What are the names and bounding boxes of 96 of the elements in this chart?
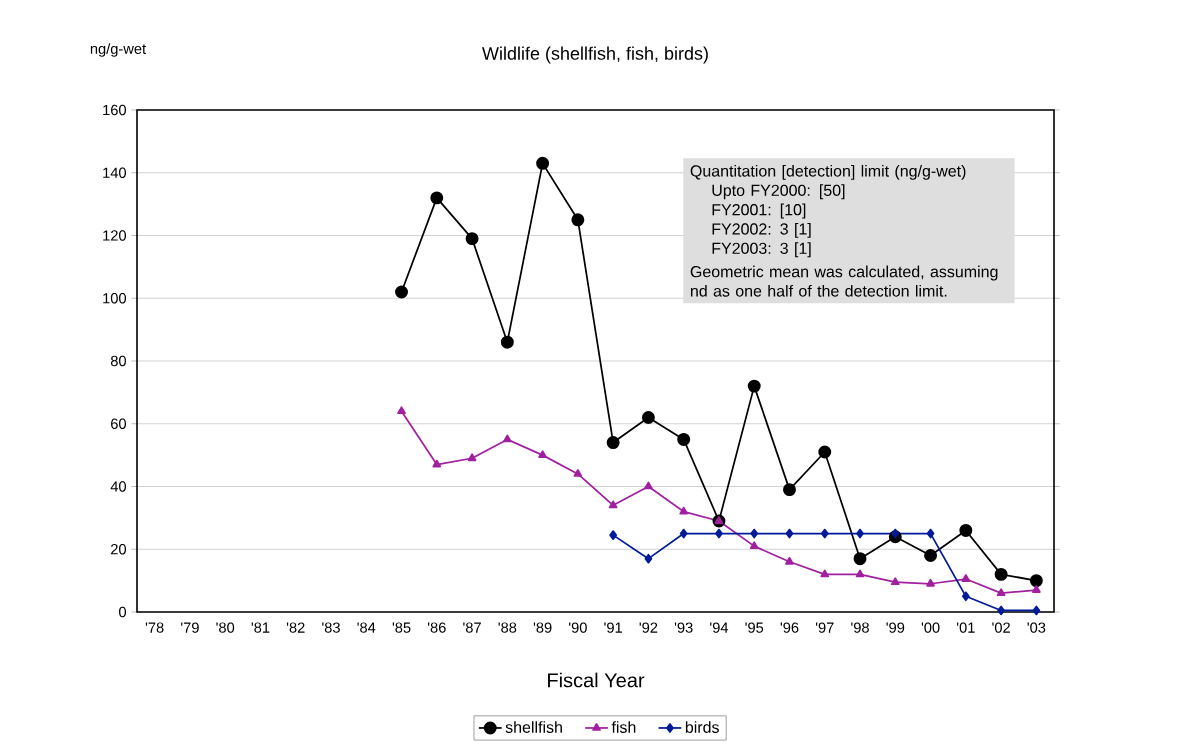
- x-tick-label: '90: [569, 622, 587, 633]
- point: [996, 588, 1006, 597]
- point: [926, 528, 935, 539]
- x-tick-label: '78: [145, 622, 164, 633]
- x-tick-label: '79: [181, 622, 199, 633]
- x-tick-label: '95: [745, 622, 764, 633]
- y-tick-label: 80: [110, 355, 127, 367]
- point: [783, 483, 796, 497]
- x-axis-title: Fiscal Year: [548, 672, 645, 688]
- point: [994, 567, 1008, 581]
- point: [747, 379, 761, 393]
- point: [714, 516, 724, 524]
- point: [395, 285, 408, 299]
- point: [924, 549, 938, 562]
- chart-title: Wildlife (shellfish, fish, birds): [482, 46, 708, 64]
- point: [606, 436, 620, 450]
- x-tick-label: '91: [604, 622, 622, 633]
- x-tick-label: '87: [463, 622, 481, 633]
- point: [818, 445, 832, 459]
- y-tick-label: 120: [103, 230, 127, 241]
- x-tick-label: '81: [251, 622, 270, 633]
- point: [961, 591, 970, 602]
- y-tick-label: 160: [103, 104, 127, 116]
- x-tick-label: '96: [780, 622, 799, 633]
- point: [465, 232, 479, 246]
- x-tick-label: '98: [851, 622, 869, 633]
- point: [961, 574, 971, 582]
- point: [503, 434, 512, 443]
- point: [785, 556, 794, 565]
- x-tick-label: '93: [674, 622, 693, 633]
- legend-label: fish: [611, 721, 636, 733]
- point: [891, 528, 900, 539]
- point: [853, 552, 867, 566]
- point: [749, 541, 759, 549]
- point: [1032, 605, 1041, 616]
- point: [820, 569, 830, 578]
- point: [609, 530, 618, 540]
- point: [855, 569, 865, 578]
- point: [644, 553, 653, 564]
- point: [500, 335, 514, 349]
- x-tick-label: '82: [286, 622, 305, 633]
- point: [397, 406, 406, 415]
- x-tick-label: '01: [957, 622, 975, 633]
- legend-label: shellfish: [505, 721, 562, 733]
- x-tick-label: '86: [427, 622, 446, 633]
- x-tick-label: '84: [357, 622, 376, 633]
- x-tick-label: '92: [639, 622, 658, 633]
- point: [820, 528, 829, 539]
- y-tick-label: 0: [119, 606, 127, 618]
- legend-label: birds: [685, 721, 719, 733]
- x-tick-label: '99: [886, 622, 905, 633]
- point: [644, 481, 653, 490]
- point: [679, 506, 689, 515]
- point: [785, 528, 794, 539]
- y-tick-label: 20: [111, 544, 127, 555]
- y-tick-label: 100: [103, 293, 127, 304]
- point: [926, 578, 935, 587]
- point: [571, 213, 585, 227]
- point: [677, 432, 691, 446]
- point: [608, 500, 618, 509]
- x-tick-label: '88: [498, 622, 517, 633]
- y-tick-label: 140: [103, 167, 127, 178]
- annotation: Upto FY2000: [50]: [712, 184, 845, 200]
- point: [536, 156, 550, 170]
- y-tick-label: 60: [111, 418, 127, 429]
- y-axis-title: ng/g-wet: [90, 43, 147, 57]
- x-tick-label: '89: [533, 622, 552, 633]
- x-tick-label: '97: [815, 622, 834, 633]
- point: [959, 523, 973, 537]
- annotation: FY2003: 3 [1]: [712, 242, 811, 258]
- annotation: Quantitation [detection] limit (ng/g-wet): [690, 164, 966, 180]
- y-tick-label: 40: [110, 481, 127, 492]
- point: [1029, 574, 1043, 588]
- x-tick-label: '94: [710, 622, 729, 633]
- point: [432, 459, 442, 468]
- point: [997, 605, 1005, 616]
- point: [856, 528, 864, 539]
- point: [467, 453, 477, 462]
- point: [641, 411, 655, 424]
- annotation: FY2002: 3 [1]: [712, 222, 811, 238]
- x-tick-label: '00: [921, 622, 940, 633]
- point: [538, 450, 547, 458]
- x-tick-label: '02: [992, 622, 1010, 633]
- annotation: FY2001: [10]: [712, 203, 806, 219]
- x-tick-label: '85: [392, 622, 411, 633]
- x-tick-label: '03: [1027, 622, 1046, 633]
- point: [890, 577, 900, 586]
- x-tick-label: '83: [322, 622, 340, 633]
- point: [715, 528, 723, 539]
- point: [679, 528, 688, 539]
- point: [1032, 585, 1041, 593]
- point: [750, 528, 759, 539]
- annotation: Geometric mean was calculated, assuming nd as one half of the detection limit.: [690, 265, 998, 297]
- point: [430, 191, 444, 205]
- x-tick-label: '80: [216, 622, 235, 633]
- point: [573, 469, 583, 477]
